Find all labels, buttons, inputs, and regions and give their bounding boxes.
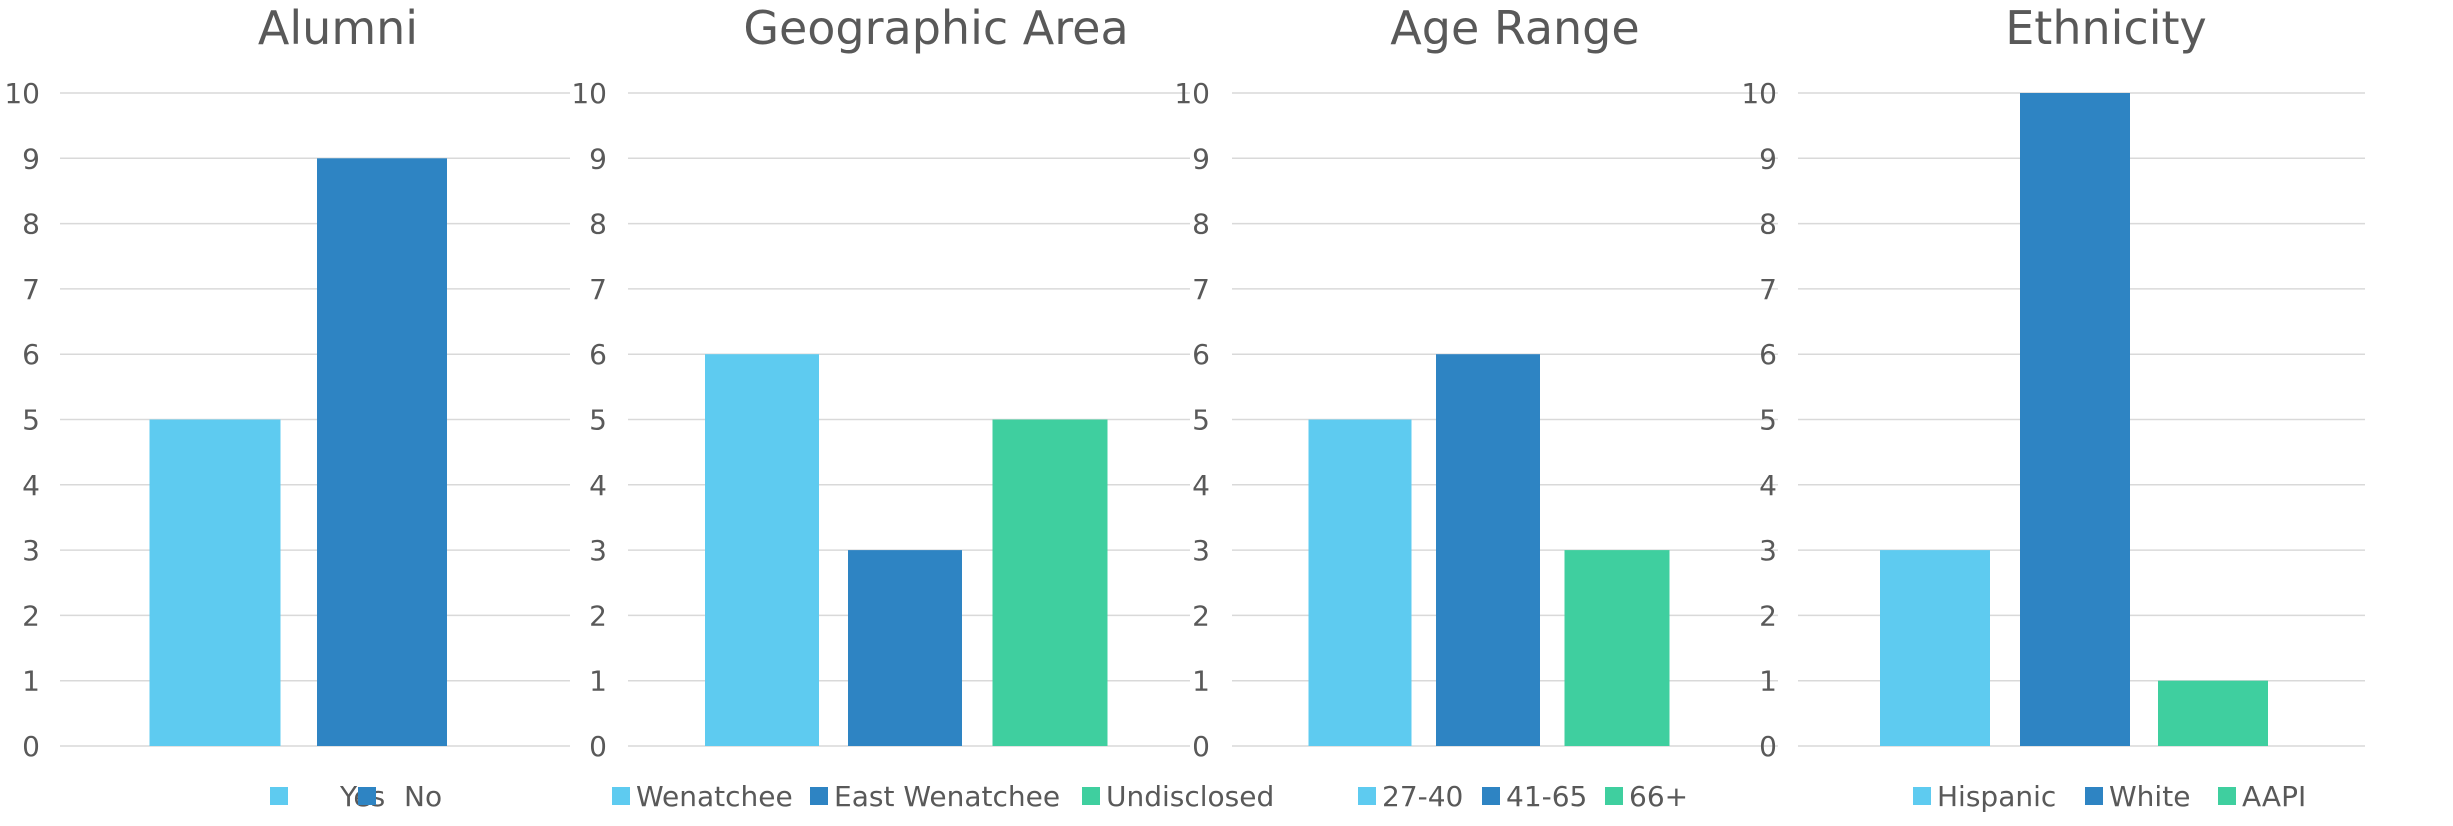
legend-swatch	[358, 787, 376, 805]
legend-swatch	[1082, 787, 1100, 805]
chart-title: Age Range	[1390, 1, 1639, 55]
y-tick-label: 9	[22, 142, 40, 175]
y-tick-label: 9	[1759, 142, 1777, 175]
y-tick-label: 6	[22, 338, 40, 371]
legend-label: AAPI	[2242, 780, 2306, 813]
bar-wenatchee	[705, 354, 819, 746]
y-tick-label: 0	[1192, 730, 1210, 763]
y-tick-label: 3	[589, 534, 607, 567]
legend-swatch	[2085, 787, 2103, 805]
y-tick-label: 6	[1192, 338, 1210, 371]
bar-hispanic	[1880, 550, 1990, 746]
y-tick-label: 10	[4, 77, 40, 110]
y-tick-label: 7	[1759, 273, 1777, 306]
y-tick-label: 5	[589, 404, 607, 437]
y-tick-label: 0	[22, 730, 40, 763]
y-tick-label: 7	[1192, 273, 1210, 306]
y-tick-label: 7	[22, 273, 40, 306]
legend-label: Hispanic	[1937, 780, 2056, 813]
bar-white	[2020, 93, 2130, 746]
bar-no	[317, 158, 447, 747]
y-tick-label: 8	[1759, 208, 1777, 241]
legend-label: 66+	[1629, 780, 1688, 813]
y-tick-label: 5	[22, 404, 40, 437]
y-tick-label: 8	[589, 208, 607, 241]
y-tick-label: 6	[589, 338, 607, 371]
bar-27-40	[1308, 419, 1412, 746]
legend-swatch	[1913, 787, 1931, 805]
y-tick-label: 4	[22, 469, 40, 502]
legend-label: East Wenatchee	[834, 780, 1060, 813]
legend-label: 27-40	[1382, 780, 1463, 813]
legend-label: 41-65	[1506, 780, 1587, 813]
bar-aapi	[2158, 680, 2268, 746]
legend-swatch	[270, 787, 288, 805]
y-tick-label: 0	[1759, 730, 1777, 763]
bar-41-65	[1436, 354, 1540, 746]
legend-swatch	[1482, 787, 1500, 805]
y-tick-label: 2	[1192, 599, 1210, 632]
y-tick-label: 2	[22, 599, 40, 632]
chart-title: Alumni	[258, 1, 418, 55]
y-tick-label: 9	[1192, 142, 1210, 175]
chart-title: Ethnicity	[2005, 1, 2207, 55]
y-tick-label: 8	[1192, 208, 1210, 241]
y-tick-label: 0	[589, 730, 607, 763]
y-tick-label: 9	[589, 142, 607, 175]
y-tick-label: 5	[1192, 404, 1210, 437]
legend-swatch	[1358, 787, 1376, 805]
y-tick-label: 2	[1759, 599, 1777, 632]
chart-1: Alumni012345678910YesNo	[4, 1, 570, 813]
y-tick-label: 1	[22, 665, 40, 698]
y-tick-label: 2	[589, 599, 607, 632]
y-tick-label: 7	[589, 273, 607, 306]
legend-label: Undisclosed	[1106, 780, 1274, 813]
y-tick-label: 10	[571, 77, 607, 110]
y-tick-label: 5	[1759, 404, 1777, 437]
legend-label: Wenatchee	[636, 780, 793, 813]
bar-undisclosed	[992, 419, 1108, 746]
y-tick-label: 3	[22, 534, 40, 567]
legend-swatch	[2218, 787, 2236, 805]
y-tick-label: 4	[1192, 469, 1210, 502]
y-tick-label: 1	[589, 665, 607, 698]
y-tick-label: 1	[1192, 665, 1210, 698]
y-tick-label: 3	[1192, 534, 1210, 567]
y-tick-label: 3	[1759, 534, 1777, 567]
chart-4: Ethnicity 0 1 2 3 4 5 6 7 8 9 10 Hispanic White AAPI	[1741, 1, 2365, 813]
legend-swatch	[1605, 787, 1623, 805]
y-tick-label: 10	[1174, 77, 1210, 110]
bar-yes	[149, 419, 281, 746]
legend-swatch	[612, 787, 630, 805]
chart-title: Geographic Area	[743, 1, 1128, 55]
y-tick-label: 1	[1759, 665, 1777, 698]
y-tick-label: 6	[1759, 338, 1777, 371]
bar-east-wenatchee	[848, 550, 962, 746]
legend-label: White	[2109, 780, 2190, 813]
y-tick-label: 4	[1759, 469, 1777, 502]
legend-swatch	[810, 787, 828, 805]
y-tick-label: 8	[22, 208, 40, 241]
bar-66-	[1564, 550, 1670, 746]
y-tick-label: 4	[589, 469, 607, 502]
y-tick-label: 10	[1741, 77, 1777, 110]
legend-label: No	[404, 780, 442, 813]
